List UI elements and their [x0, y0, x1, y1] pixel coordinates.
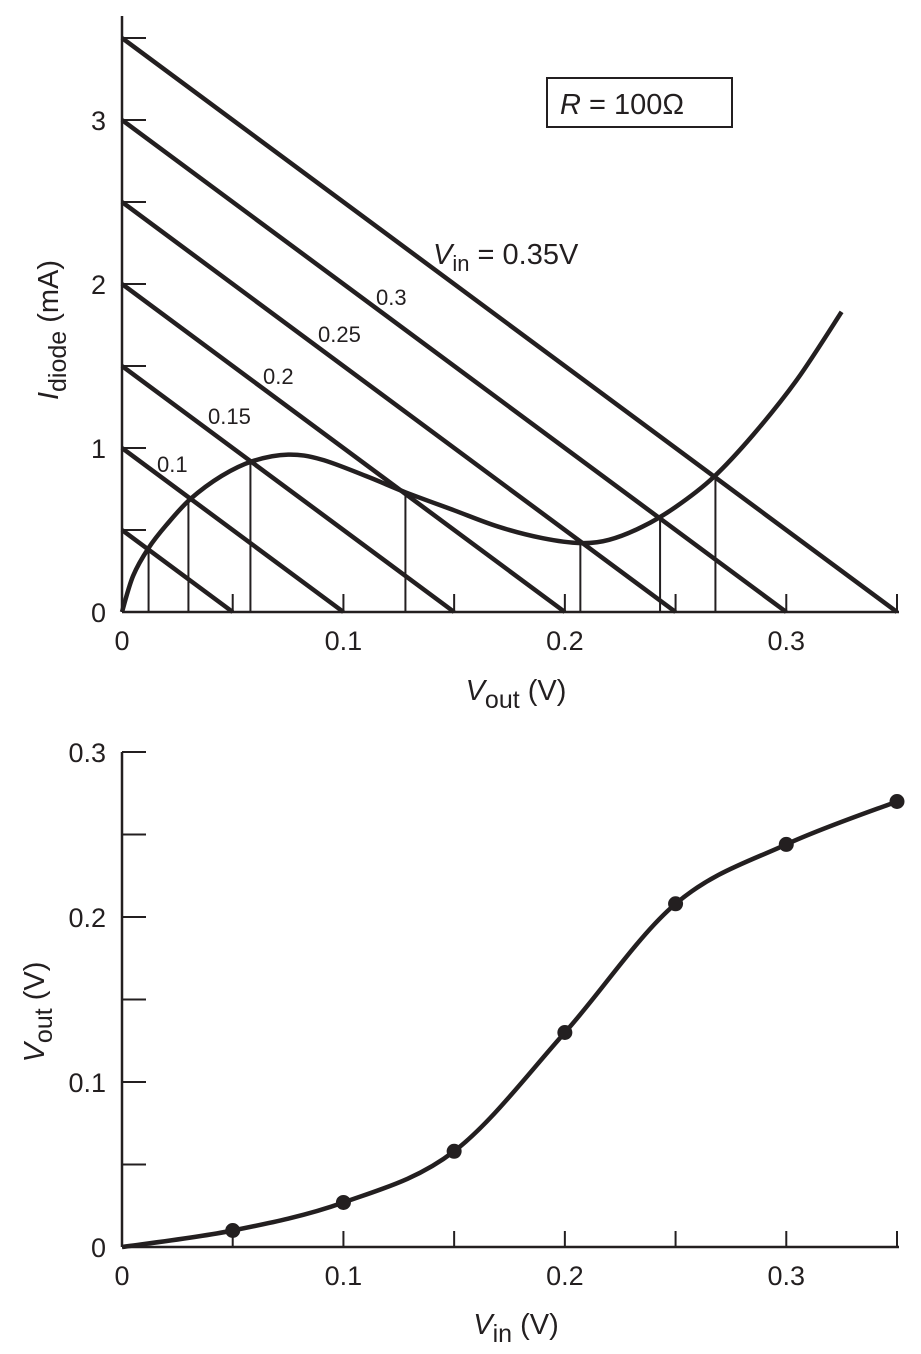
y-tick-label: 0: [91, 598, 106, 628]
data-point: [225, 1223, 241, 1238]
x-axis-label-sub: in: [493, 1320, 512, 1348]
y-axis-label: Idiode (mA): [33, 260, 72, 400]
load-line-label-main: V: [433, 239, 455, 271]
data-point: [668, 896, 684, 912]
x-tick-label: 0.1: [325, 1261, 363, 1291]
x-tick-label: 0.2: [546, 1261, 584, 1291]
y-tick-label: 0.1: [68, 1068, 106, 1098]
y-tick-label: 1: [91, 434, 106, 464]
y-axis-label-sub: out: [30, 1008, 58, 1043]
x-tick-label: 0.1: [325, 626, 363, 656]
data-point: [889, 794, 905, 809]
x-axis-label-sub: out: [485, 686, 520, 714]
y-axis-label-main: I: [33, 392, 65, 400]
data-point: [446, 1143, 462, 1159]
y-tick-label: 0.3: [68, 738, 106, 768]
y-tick-label: 3: [91, 106, 106, 136]
data-point: [557, 1025, 573, 1040]
x-axis-label-unit: (V): [512, 1309, 559, 1341]
load-line: [120, 528, 235, 614]
load-line: [120, 364, 456, 614]
y-tick-label: 0.2: [68, 903, 106, 933]
resistance-annotation: R = 100Ω: [560, 89, 684, 121]
load-line-label: 0.3: [376, 285, 407, 310]
resistance-symbol: R: [560, 89, 581, 121]
diode-iv-curve: [119, 310, 844, 613]
load-line-label: 0.2: [263, 364, 294, 389]
load-line-label: Vin = 0.35V: [433, 239, 579, 276]
x-axis-label-main: V: [473, 1309, 495, 1341]
load-line-label: 0.25: [318, 322, 361, 347]
data-point: [335, 1194, 351, 1210]
load-line: [120, 446, 345, 614]
load-line: [120, 118, 788, 614]
x-tick-label: 0.3: [768, 1261, 806, 1291]
diode-load-line-chart: 0 1 2 3 0 0.1 0.2 0.3 Vout (V) Idiode (mA) 0.1 0.15…: [33, 16, 899, 714]
x-axis-label-unit: (V): [520, 675, 567, 707]
load-line: [120, 200, 677, 614]
y-tick-label: 0: [91, 1233, 106, 1263]
y-axis-label-sub: diode: [44, 331, 72, 392]
load-line-label-sub: in: [452, 251, 469, 276]
resistance-annotation-box: [546, 77, 733, 128]
x-axis-label: Vout (V): [466, 675, 567, 714]
load-line: [120, 36, 899, 614]
x-axis-label: Vin (V): [473, 1309, 559, 1348]
x-tick-label: 0: [114, 626, 129, 656]
y-axis-label: Vout (V): [19, 962, 58, 1063]
load-line-label: 0.1: [157, 452, 188, 477]
load-line-label: 0.15: [208, 404, 251, 429]
y-axis-label-unit: (mA): [33, 260, 65, 331]
y-tick-label: 2: [91, 270, 106, 300]
y-axis-label-main: V: [19, 1040, 51, 1062]
transfer-curve: [121, 799, 898, 1250]
resistance-value: = 100Ω: [581, 89, 684, 121]
x-tick-label: 0: [114, 1261, 129, 1291]
load-line: [120, 282, 567, 614]
x-axis-label-main: V: [466, 675, 488, 707]
x-tick-label: 0.3: [768, 626, 806, 656]
load-line-label-value: = 0.35V: [469, 239, 578, 271]
x-tick-label: 0.2: [546, 626, 584, 656]
y-axis-label-unit: (V): [19, 962, 51, 1009]
data-point: [778, 836, 794, 852]
